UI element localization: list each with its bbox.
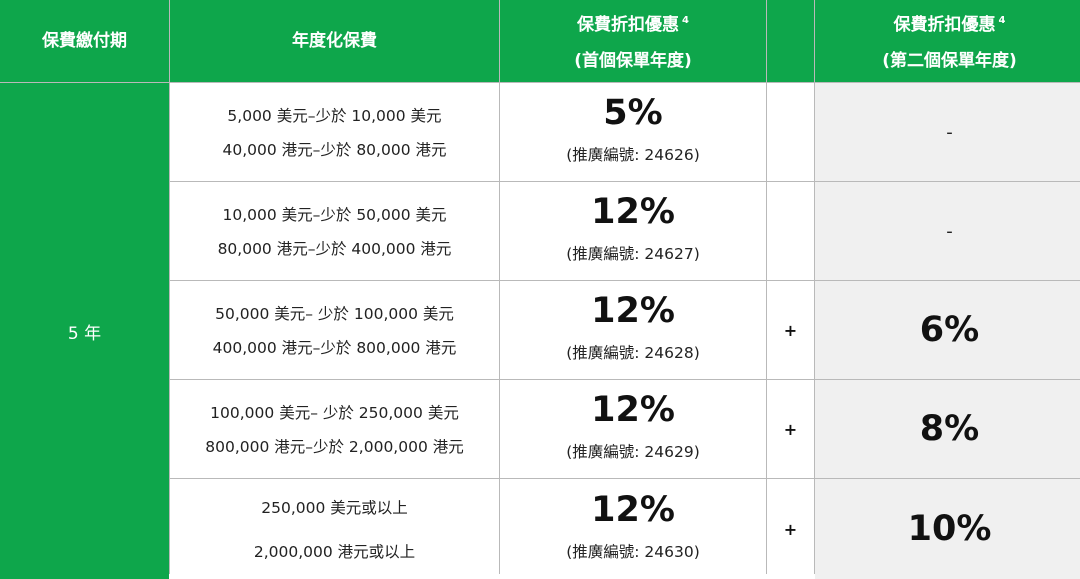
premium-usd-row-4: 100,000 美元– 少於 250,000 美元 bbox=[210, 404, 459, 422]
premium-hkd-row-2: 80,000 港元–少於 400,000 港元 bbox=[217, 240, 452, 258]
promo-code-row-4: (推廣編號: 24629) bbox=[566, 443, 700, 461]
premium-hkd-row-4: 800,000 港元–少於 2,000,000 港元 bbox=[205, 438, 464, 456]
discount1-row-2: 12% (推廣編號: 24627) bbox=[500, 182, 766, 280]
header-discount2-title-line: 保費折扣優惠 4 bbox=[894, 3, 1006, 43]
plus-row-4: + bbox=[767, 380, 814, 478]
discount2-row-1: - bbox=[815, 83, 1080, 181]
header-discount-first-year: 保費折扣優惠 4 (首個保單年度) bbox=[500, 0, 766, 82]
header-premium: 年度化保費 bbox=[170, 0, 499, 82]
discount1-row-3: 12% (推廣編號: 24628) bbox=[500, 281, 766, 379]
discount1-row-5: 12% (推廣編號: 24630) bbox=[500, 479, 766, 579]
premium-range-row-4: 100,000 美元– 少於 250,000 美元 800,000 港元–少於 … bbox=[170, 380, 499, 478]
header-discount2-title: 保費折扣優惠 bbox=[893, 15, 996, 35]
discount1-rate-row-3: 12% bbox=[591, 291, 675, 331]
discount2-row-3: 6% bbox=[815, 281, 1080, 379]
discount1-rate-row-5: 12% bbox=[591, 490, 675, 530]
discount2-rate-row-3: 6% bbox=[919, 310, 980, 350]
header-term: 保費繳付期 bbox=[0, 0, 169, 82]
header-discount1-title-line: 保費折扣優惠 4 bbox=[577, 3, 689, 43]
discount1-rate-row-4: 12% bbox=[591, 390, 675, 430]
header-term-label: 保費繳付期 bbox=[42, 31, 127, 51]
header-discount1-footnote: 4 bbox=[682, 15, 689, 26]
header-discount1-sub: (首個保單年度) bbox=[574, 51, 692, 71]
header-discount-second-year: 保費折扣優惠 4 (第二個保單年度) bbox=[815, 0, 1080, 82]
plus-row-2 bbox=[767, 182, 814, 280]
premium-range-row-1: 5,000 美元–少於 10,000 美元 40,000 港元–少於 80,00… bbox=[170, 83, 499, 181]
term-cell: 5 年 bbox=[0, 83, 169, 579]
premium-usd-row-3: 50,000 美元– 少於 100,000 美元 bbox=[215, 305, 454, 323]
discount1-row-1: 5% (推廣編號: 24626) bbox=[500, 83, 766, 181]
discount1-row-4: 12% (推廣編號: 24629) bbox=[500, 380, 766, 478]
discount2-row-2: - bbox=[815, 182, 1080, 280]
plus-row-5: + bbox=[767, 479, 814, 579]
header-discount1-title: 保費折扣優惠 bbox=[577, 15, 680, 35]
premium-range-row-2: 10,000 美元–少於 50,000 美元 80,000 港元–少於 400,… bbox=[170, 182, 499, 280]
premium-range-row-5: 250,000 美元或以上 2,000,000 港元或以上 bbox=[170, 479, 499, 579]
promo-code-row-1: (推廣編號: 24626) bbox=[566, 146, 700, 164]
plus-row-3: + bbox=[767, 281, 814, 379]
promo-code-row-2: (推廣編號: 24627) bbox=[566, 245, 700, 263]
premium-usd-row-1: 5,000 美元–少於 10,000 美元 bbox=[227, 107, 442, 125]
premium-usd-row-5: 250,000 美元或以上 bbox=[261, 499, 408, 517]
plus-row-1 bbox=[767, 83, 814, 181]
header-premium-label: 年度化保費 bbox=[292, 31, 377, 51]
header-plus-spacer bbox=[767, 0, 814, 82]
premium-hkd-row-3: 400,000 港元–少於 800,000 港元 bbox=[212, 339, 457, 357]
header-discount2-footnote: 4 bbox=[998, 15, 1006, 26]
discount2-rate-row-5: 10% bbox=[907, 509, 992, 549]
premium-range-row-3: 50,000 美元– 少於 100,000 美元 400,000 港元–少於 8… bbox=[170, 281, 499, 379]
discount2-rate-row-4: 8% bbox=[919, 409, 980, 449]
header-discount2-sub: (第二個保單年度) bbox=[882, 51, 1017, 71]
premium-hkd-row-5: 2,000,000 港元或以上 bbox=[253, 543, 416, 561]
discount1-rate-row-1: 5% bbox=[603, 93, 663, 133]
premium-hkd-row-1: 40,000 港元–少於 80,000 港元 bbox=[222, 141, 447, 159]
discount2-row-5: 10% bbox=[815, 479, 1080, 579]
premium-usd-row-2: 10,000 美元–少於 50,000 美元 bbox=[222, 206, 447, 224]
promo-code-row-3: (推廣編號: 24628) bbox=[566, 344, 700, 362]
discount1-rate-row-2: 12% bbox=[591, 192, 675, 232]
promo-code-row-5: (推廣編號: 24630) bbox=[566, 543, 700, 561]
discount2-row-4: 8% bbox=[815, 380, 1080, 478]
